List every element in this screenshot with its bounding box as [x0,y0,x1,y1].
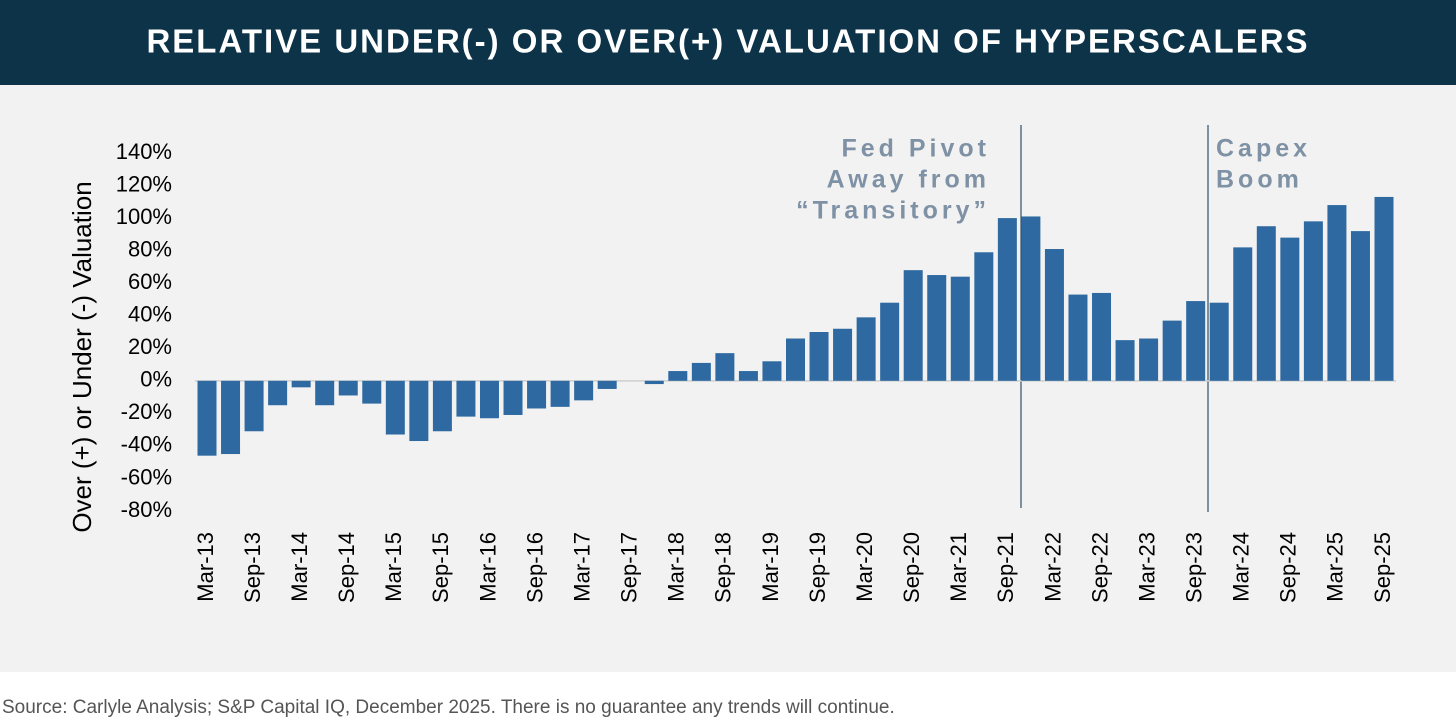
bar [197,380,217,456]
bar [715,353,735,381]
bar [833,328,853,381]
bar [1186,301,1206,381]
bar [1233,247,1253,381]
bar [550,380,570,407]
bar [597,380,617,389]
x-tick-label: Mar-13 [193,532,218,602]
bar [786,338,805,381]
bar [1350,231,1370,381]
x-tick-label: Mar-18 [664,532,689,602]
y-tick-label: -20% [121,399,172,424]
bar [691,362,711,381]
bar [1068,294,1088,381]
bar [856,317,876,381]
x-tick-label: Mar-19 [758,532,783,602]
annotation: Fed Pivot [841,135,990,163]
bar [1162,320,1182,381]
y-tick-label: -80% [121,497,172,522]
bar [927,275,947,381]
x-tick-label: Mar-16 [475,532,500,602]
y-tick-label: 100% [116,204,172,229]
bar [903,270,923,381]
bar [503,380,523,415]
x-tick-label: Sep-22 [1087,532,1112,603]
bar [1209,302,1229,381]
y-tick-label: 20% [128,334,172,359]
x-tick-label: Mar-14 [287,532,312,602]
chart-title: RELATIVE UNDER(-) OR OVER(+) VALUATION O… [146,23,1309,60]
bar [338,380,358,396]
bar [479,380,499,419]
x-tick-label: Sep-17 [617,532,642,603]
bar [997,218,1017,381]
annotation: Away from [827,166,990,194]
bar [409,380,429,442]
title-bar [0,0,1456,85]
bar [668,371,688,381]
bar [362,380,382,404]
x-tick-label: Sep-20 [899,532,924,603]
bar [1139,338,1159,381]
bar [291,380,311,388]
y-tick-label: 60% [128,269,172,294]
y-tick-label: 0% [140,367,172,392]
y-tick-label: -40% [121,432,172,457]
y-tick-label: 120% [116,171,172,196]
x-tick-label: Sep-18 [711,532,736,603]
y-tick-label: -60% [121,464,172,489]
x-tick-label: Sep-24 [1276,532,1301,603]
x-tick-label: Mar-22 [1040,532,1065,602]
x-tick-label: Mar-24 [1229,532,1254,602]
x-tick-label: Sep-16 [522,532,547,603]
x-tick-label: Mar-20 [852,532,877,602]
x-tick-label: Sep-23 [1181,532,1206,603]
x-tick-label: Mar-17 [569,532,594,602]
x-tick-label: Sep-14 [334,532,359,603]
y-tick-label: 40% [128,302,172,327]
x-tick-label: Sep-15 [428,532,453,603]
x-tick-label: Sep-21 [993,532,1018,603]
y-tick-label: 140% [116,139,172,164]
x-tick-label: Mar-23 [1134,532,1159,602]
bar [244,380,264,432]
bar [1044,249,1064,381]
x-tick-label: Mar-25 [1323,532,1348,602]
bar [221,380,241,455]
bar [315,380,335,406]
bar [950,276,970,381]
x-tick-label: Sep-13 [240,532,265,603]
bar [1327,205,1347,381]
bar [527,380,547,409]
bar [644,380,664,385]
bar [762,361,782,381]
bar [880,302,900,381]
bar [385,380,405,435]
y-tick-label: 80% [128,236,172,261]
bar [1303,221,1323,381]
x-tick-label: Sep-19 [805,532,830,603]
bar [268,380,288,406]
bar [574,380,594,401]
annotation: Capex [1216,135,1311,163]
bar [1280,237,1300,381]
bar [738,371,758,381]
annotation: Boom [1216,166,1303,194]
y-axis-label: Over (+) or Under (-) Valuation [67,181,97,532]
bar [809,332,829,381]
bar [432,380,452,432]
bar [456,380,476,417]
bar [1021,216,1041,381]
bar [974,252,994,381]
source-note: Source: Carlyle Analysis; S&P Capital IQ… [2,697,895,718]
x-tick-label: Mar-21 [946,532,971,602]
bar [1092,292,1112,381]
x-tick-label: Mar-15 [381,532,406,602]
bar [1115,340,1135,381]
x-tick-label: Sep-25 [1370,532,1395,603]
bar [1374,196,1394,381]
bar [1256,226,1276,381]
annotation: “Transitory” [796,197,990,225]
